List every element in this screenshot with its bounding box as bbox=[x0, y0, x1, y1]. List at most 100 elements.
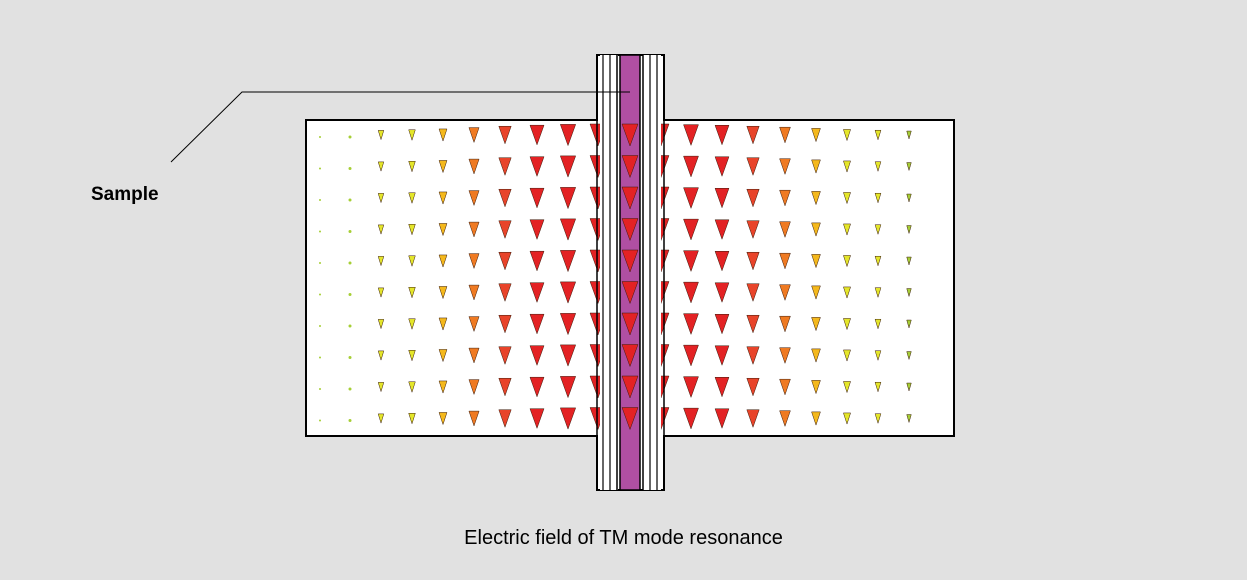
field-arrow bbox=[498, 377, 512, 397]
field-arrow bbox=[559, 187, 577, 210]
field-arrow bbox=[529, 313, 545, 335]
field-arrow bbox=[529, 376, 545, 398]
field-arrow bbox=[621, 155, 639, 179]
field-arrow bbox=[621, 186, 639, 210]
field-arrow bbox=[843, 412, 851, 425]
field-arrow bbox=[621, 375, 639, 399]
field-arrow bbox=[468, 284, 480, 301]
field-arrow bbox=[498, 346, 512, 366]
field-arrow bbox=[779, 347, 791, 365]
field-arrow bbox=[811, 317, 821, 332]
field-arrow bbox=[906, 225, 912, 235]
field-arrow bbox=[811, 222, 821, 237]
field-arrow bbox=[529, 345, 545, 367]
field-arrow bbox=[906, 319, 912, 329]
field-arrow bbox=[874, 350, 882, 362]
field-arrow bbox=[408, 129, 416, 142]
field-arrow bbox=[468, 190, 480, 207]
field-arrow bbox=[559, 313, 577, 336]
field-arrow bbox=[906, 414, 912, 424]
field-arrow bbox=[468, 316, 480, 333]
field-arrow bbox=[559, 344, 577, 367]
field-arrow bbox=[468, 158, 480, 175]
field-arrow bbox=[468, 410, 480, 427]
field-arrow bbox=[377, 256, 385, 267]
field-arrow bbox=[779, 410, 791, 428]
field-arrow bbox=[377, 130, 385, 141]
field-arrow bbox=[468, 347, 480, 364]
field-arrow bbox=[843, 223, 851, 236]
field-arrow bbox=[529, 250, 545, 272]
field-arrow bbox=[438, 317, 448, 331]
field-arrow bbox=[621, 344, 639, 368]
field-arrow bbox=[319, 136, 321, 138]
field-arrow bbox=[714, 251, 730, 272]
field-arrow bbox=[874, 381, 882, 393]
field-arrow bbox=[746, 377, 760, 397]
field-arrow bbox=[874, 129, 882, 141]
field-arrow bbox=[438, 128, 448, 142]
field-arrow bbox=[438, 380, 448, 394]
field-arrow bbox=[714, 188, 730, 209]
field-arrow bbox=[811, 411, 821, 426]
field-arrow bbox=[559, 250, 577, 273]
field-arrow bbox=[779, 378, 791, 396]
field-arrow bbox=[906, 162, 912, 172]
field-arrow bbox=[683, 218, 699, 241]
field-arrow bbox=[319, 167, 321, 170]
field-arrow bbox=[714, 314, 730, 335]
field-arrow bbox=[408, 413, 416, 425]
field-arrow bbox=[348, 230, 352, 233]
field-arrow bbox=[319, 293, 321, 296]
field-arrow bbox=[498, 157, 512, 177]
field-arrow bbox=[348, 293, 352, 296]
field-arrow bbox=[683, 187, 699, 210]
tube-wall-right bbox=[643, 55, 661, 490]
field-arrow bbox=[377, 287, 385, 298]
field-arrow bbox=[779, 315, 791, 333]
field-arrow bbox=[843, 318, 851, 331]
field-arrow bbox=[746, 314, 760, 334]
field-arrow bbox=[843, 349, 851, 362]
field-arrow bbox=[348, 324, 352, 328]
field-arrow bbox=[377, 382, 385, 393]
sample-leader-line bbox=[170, 91, 630, 163]
sample-label: Sample bbox=[91, 184, 159, 205]
field-arrow bbox=[906, 351, 912, 361]
field-arrow bbox=[874, 413, 882, 425]
field-arrow bbox=[438, 223, 448, 237]
field-arrow bbox=[529, 408, 545, 430]
field-arrow bbox=[746, 220, 760, 240]
field-arrow bbox=[874, 224, 882, 236]
field-arrow bbox=[377, 350, 385, 361]
field-arrow bbox=[621, 407, 639, 431]
field-arrow bbox=[348, 167, 352, 170]
field-arrow bbox=[714, 156, 730, 177]
field-arrow bbox=[559, 407, 577, 430]
field-arrow bbox=[906, 288, 912, 298]
field-arrow bbox=[559, 376, 577, 399]
field-arrow bbox=[874, 318, 882, 330]
field-arrow bbox=[529, 282, 545, 304]
field-arrow bbox=[377, 161, 385, 172]
field-arrow bbox=[843, 381, 851, 394]
field-arrow bbox=[906, 382, 912, 392]
field-arrow bbox=[779, 284, 791, 302]
field-arrow bbox=[408, 192, 416, 205]
field-arrow bbox=[408, 381, 416, 394]
field-arrow bbox=[714, 125, 730, 146]
field-arrow bbox=[408, 224, 416, 236]
field-arrow bbox=[348, 356, 352, 359]
field-arrow bbox=[438, 286, 448, 300]
field-arrow bbox=[408, 287, 416, 299]
field-arrow bbox=[779, 158, 791, 176]
field-arrow bbox=[559, 155, 577, 178]
field-arrow bbox=[874, 255, 882, 267]
field-arrow bbox=[746, 409, 760, 429]
electric-field-arrows bbox=[319, 123, 912, 431]
field-arrow bbox=[906, 130, 912, 140]
field-arrow bbox=[377, 319, 385, 330]
field-arrow bbox=[438, 349, 448, 363]
field-arrow bbox=[621, 312, 639, 336]
